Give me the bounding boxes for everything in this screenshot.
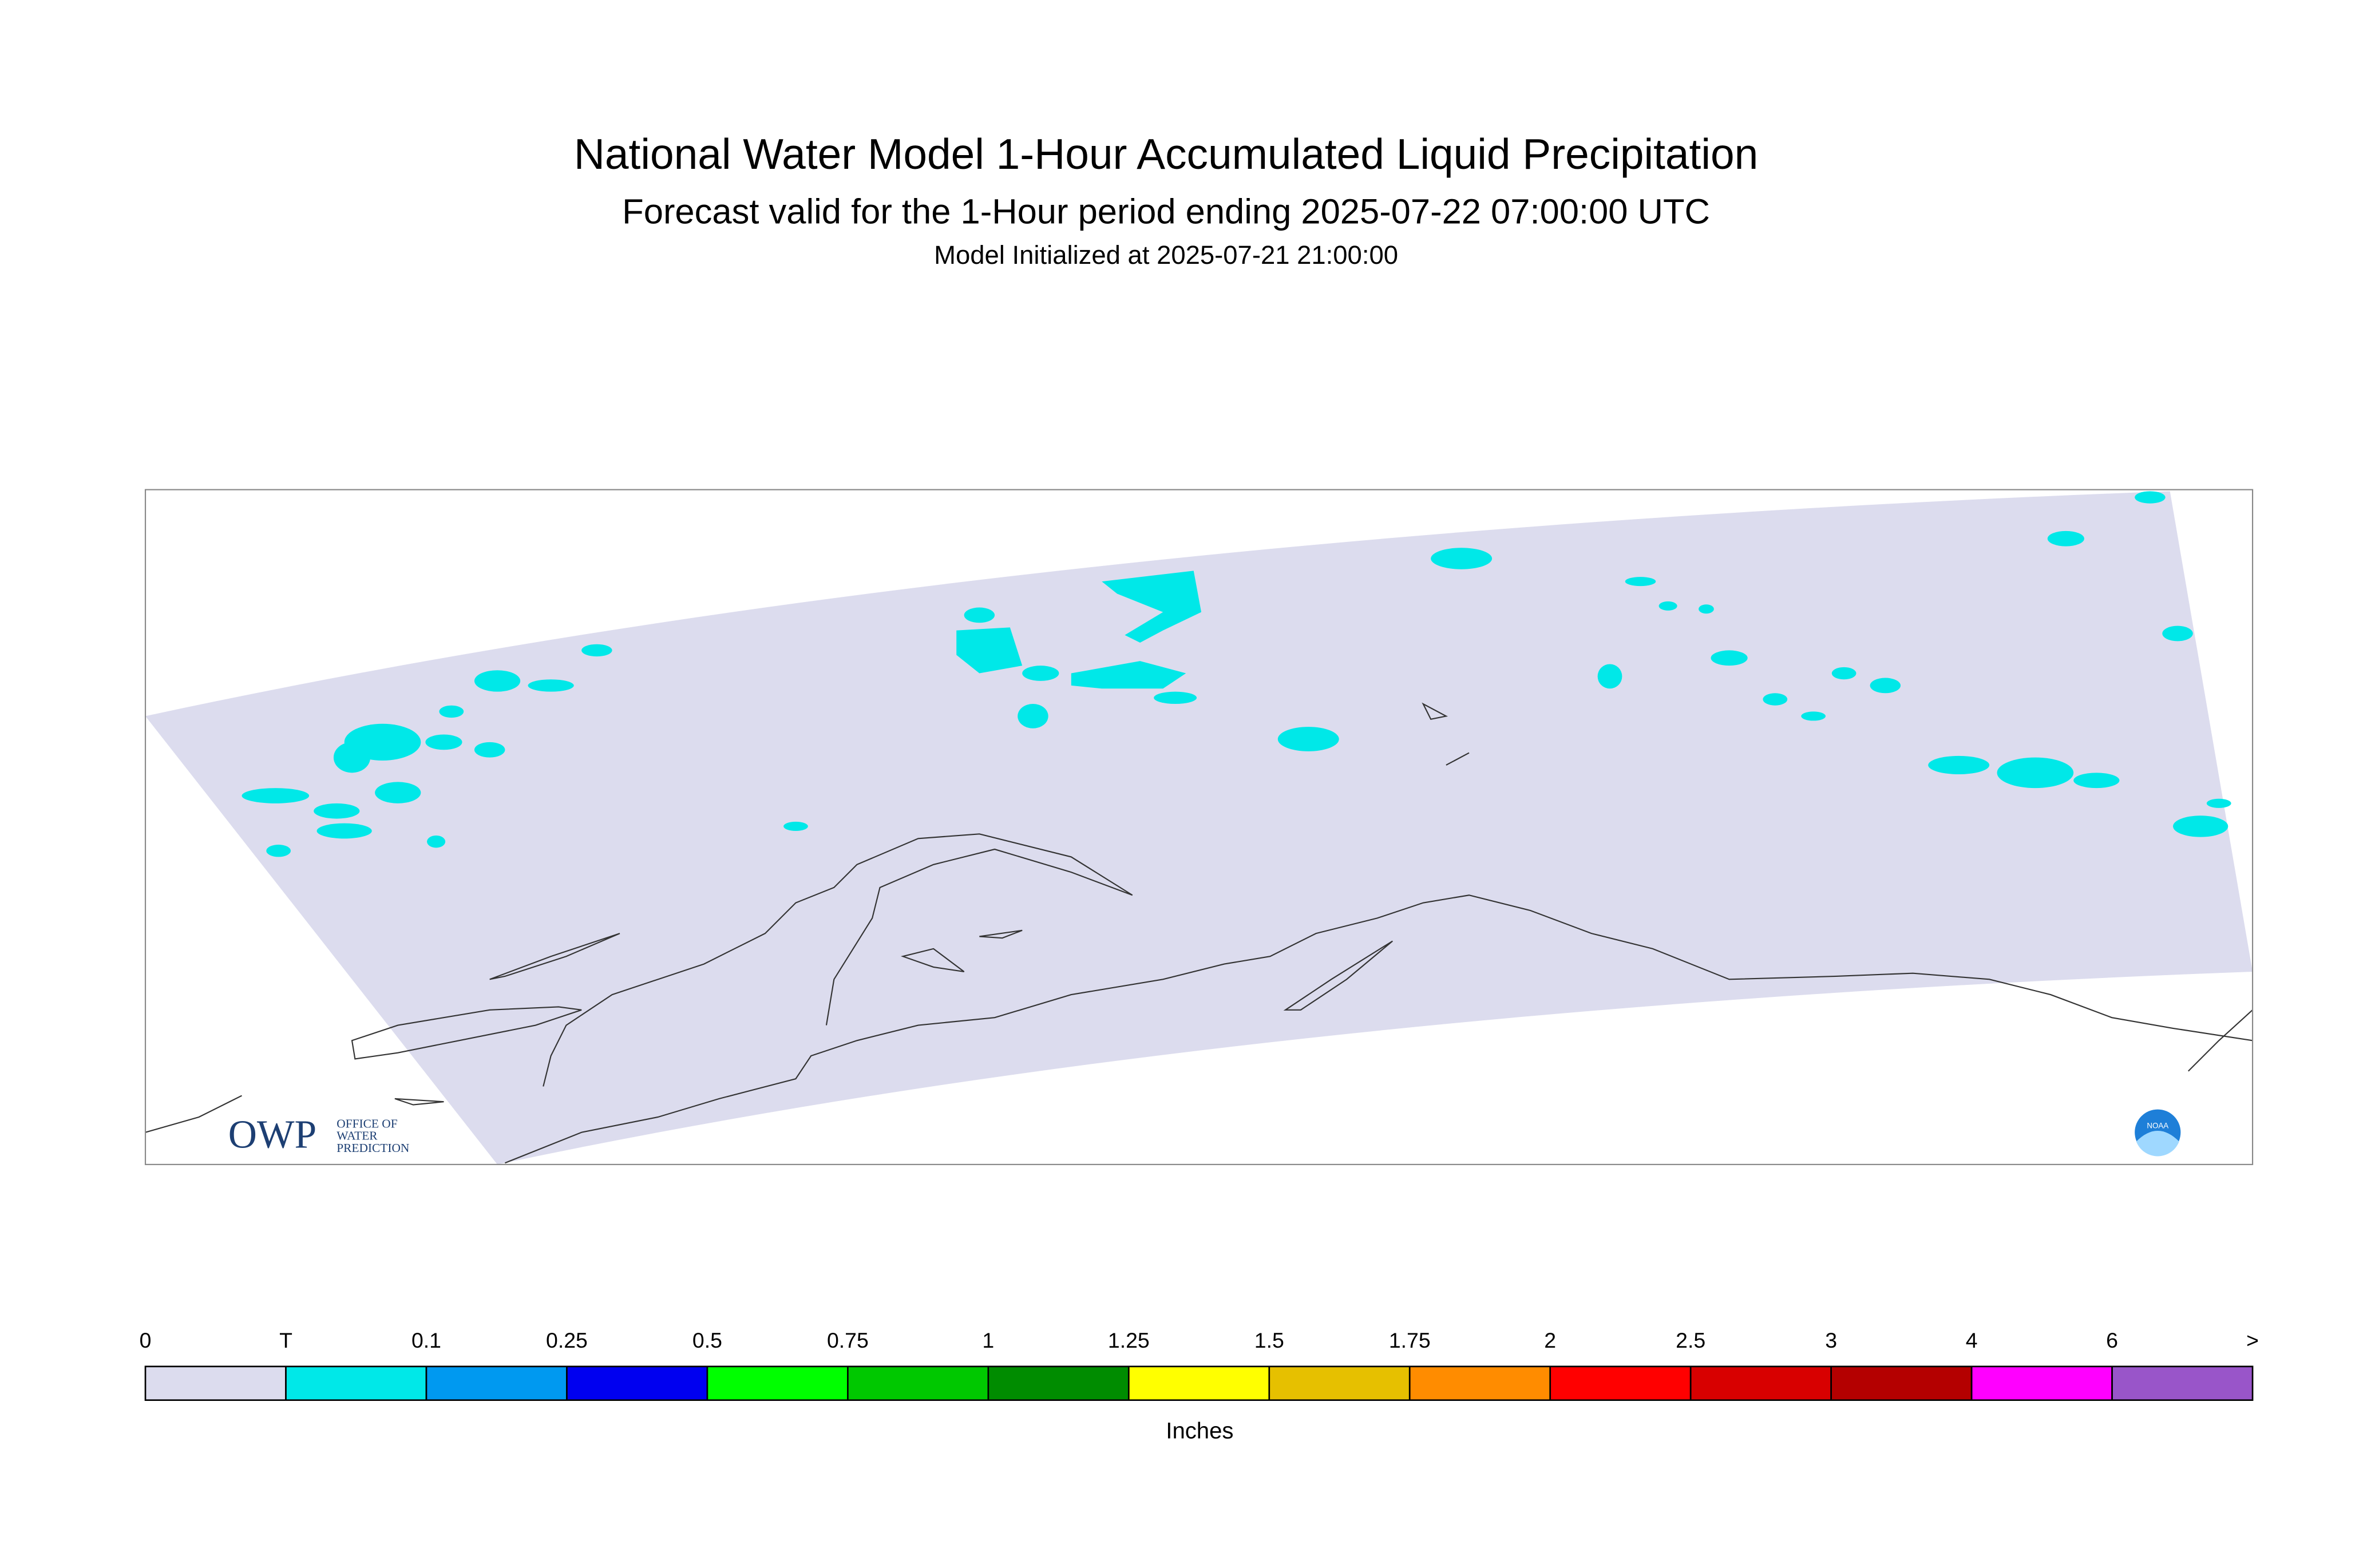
precip-area [2206,798,2231,808]
coastline [351,1006,582,1060]
colorbar-label: 0 [140,1328,152,1352]
precip-area [1997,757,2074,789]
colorbar-label: 1.5 [1254,1328,1284,1352]
colorbar-label: 1.25 [1108,1328,1150,1352]
precip-area [1763,693,1788,706]
precip-area [316,823,372,839]
coastline [1422,702,1448,720]
coastline [1446,752,1470,766]
map-frame [144,489,2254,1165]
colorbar-box [1127,1365,1270,1401]
precip-area [1699,604,1714,614]
precip-area [1801,711,1826,721]
precip-area [1431,548,1493,569]
colorbar-label: 1.75 [1389,1328,1431,1352]
colorbar-box [285,1365,428,1401]
colorbar-label: 6 [2106,1328,2118,1352]
subtitle: Forecast valid for the 1-Hour period end… [622,192,1710,232]
precip-area [242,788,310,803]
coastline [145,1095,242,1133]
coastline [2188,1009,2253,1072]
colorbar-box [1408,1365,1551,1401]
colorbar-label: 1 [982,1328,994,1352]
coastline [394,1098,444,1106]
precip-area [1597,664,1622,689]
precip-area [474,670,521,692]
precip-area [783,821,808,831]
precip-area [1071,661,1186,689]
colorbar-label: 2.5 [1676,1328,1705,1352]
precip-area [1018,704,1048,728]
colorbar-box [1970,1365,2113,1401]
owp-logo: OWP [228,1112,316,1157]
coastline [979,929,1023,939]
coastline [900,948,965,973]
precip-area [375,782,421,803]
owp-line: OFFICE OF [337,1116,397,1130]
precip-area [2162,625,2193,642]
precip-area [964,607,995,623]
precip-area [425,734,462,750]
precip-area [333,742,371,773]
colorbar-label: 0.25 [546,1328,588,1352]
coastlines [145,702,2253,1164]
precip-area [439,705,464,718]
colorbar-box [144,1365,287,1401]
precip-area [956,627,1023,674]
precip-area [1102,571,1202,643]
colorbar-box [425,1365,568,1401]
precip-area [1625,577,1656,587]
precip-area [314,803,360,819]
coastline [489,933,620,980]
precip-area [2173,815,2228,837]
colorbar-box [566,1365,708,1401]
colorbar-box [987,1365,1130,1401]
title: National Water Model 1-Hour Accumulated … [574,130,1758,178]
colorbar-box [1689,1365,1832,1401]
precip-areas [242,491,2231,857]
map: OWP OFFICE OF WATER PREDICTION NOAA [144,489,2254,1165]
precip-area [2073,773,2120,789]
coastline [543,833,1133,1087]
colorbar-label: 0.1 [411,1328,441,1352]
precip-area [1277,727,1339,751]
colorbar-box [706,1365,849,1401]
precip-area [1870,678,1901,694]
colorbar-label: 4 [1966,1328,1978,1352]
precip-area [1022,666,1059,681]
colorbar-box [1268,1365,1411,1401]
colorbar-label: T [279,1328,292,1352]
precip-area [1154,691,1197,704]
colorbar-box [847,1365,989,1401]
precip-area [528,679,574,692]
precip-area [1831,667,1857,680]
owp-line: WATER [337,1129,378,1143]
precip-area [2047,530,2084,547]
precip-area [1928,755,1990,775]
colorbar-unit: Inches [1166,1418,1233,1443]
precip-area [427,835,446,848]
noaa-wave [2136,1131,2179,1157]
colorbar: 0 T 0.1 0.25 0.5 0.75 1 1.25 1.5 1.75 2 2.5 3 4 6 > [140,1328,2259,1401]
colorbar-label: > [2246,1328,2259,1352]
colorbar-label: 0.75 [827,1328,869,1352]
precip-area [474,742,505,758]
noaa-text: NOAA [2147,1122,2168,1130]
owp-line: PREDICTION [337,1141,409,1155]
precip-area [266,845,291,857]
colorbar-box [2111,1365,2254,1401]
colorbar-box [1830,1365,1973,1401]
coastline [505,894,2253,1164]
precip-area [1658,601,1677,611]
colorbar-box [1549,1365,1692,1401]
coastline [1283,940,1393,1011]
precip-area [581,644,612,657]
precip-area [2135,491,2166,504]
precip-area [1711,650,1748,666]
colorbar-label: 0.5 [692,1328,722,1352]
init-time: Model Initialized at 2025-07-21 21:00:00 [934,240,1398,270]
colorbar-label: 3 [1825,1328,1837,1352]
colorbar-label: 2 [1544,1328,1556,1352]
